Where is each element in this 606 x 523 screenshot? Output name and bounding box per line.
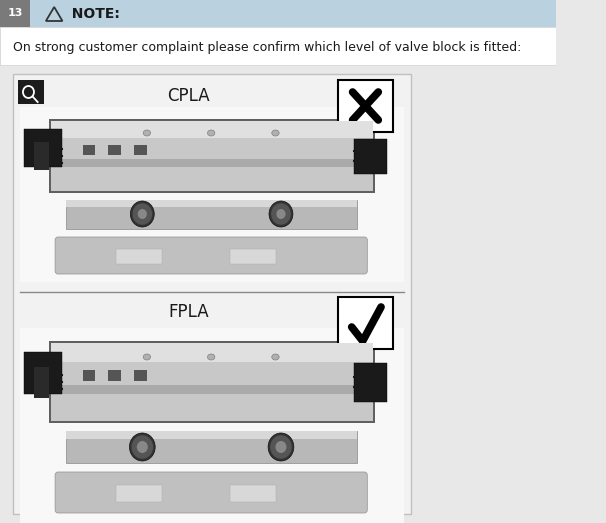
Bar xyxy=(108,370,121,381)
Bar xyxy=(134,370,147,381)
Circle shape xyxy=(268,433,294,461)
Bar xyxy=(116,249,162,264)
Ellipse shape xyxy=(271,354,279,360)
Bar xyxy=(134,145,147,155)
Bar xyxy=(52,385,371,394)
Ellipse shape xyxy=(143,354,150,360)
Circle shape xyxy=(132,435,153,459)
Bar xyxy=(24,129,62,167)
Bar xyxy=(50,121,373,191)
Bar xyxy=(230,249,276,264)
Circle shape xyxy=(138,209,147,219)
Bar xyxy=(34,142,48,170)
Bar xyxy=(20,328,404,523)
Bar xyxy=(50,343,373,362)
Bar xyxy=(353,139,387,174)
Bar xyxy=(48,119,375,193)
Bar xyxy=(50,343,373,421)
Circle shape xyxy=(130,201,155,227)
Bar xyxy=(34,367,48,398)
Bar xyxy=(24,352,62,394)
Bar xyxy=(50,121,373,138)
FancyBboxPatch shape xyxy=(0,27,556,65)
Bar xyxy=(116,485,162,502)
Circle shape xyxy=(130,433,155,461)
FancyBboxPatch shape xyxy=(30,0,556,27)
Bar xyxy=(66,200,357,207)
Circle shape xyxy=(276,441,287,453)
Bar xyxy=(338,80,393,132)
Ellipse shape xyxy=(207,130,215,136)
Bar xyxy=(66,200,357,229)
Circle shape xyxy=(271,203,291,225)
Text: FPLA: FPLA xyxy=(168,303,208,321)
Bar xyxy=(66,431,357,439)
Bar xyxy=(82,145,96,155)
Text: 13: 13 xyxy=(7,8,23,18)
Bar xyxy=(108,145,121,155)
Bar xyxy=(230,485,276,502)
Circle shape xyxy=(269,201,293,227)
Bar xyxy=(353,363,387,402)
Bar xyxy=(66,431,357,463)
Ellipse shape xyxy=(271,130,279,136)
Circle shape xyxy=(270,435,292,459)
Bar xyxy=(82,370,96,381)
Ellipse shape xyxy=(207,354,215,360)
Text: NOTE:: NOTE: xyxy=(62,7,121,21)
Circle shape xyxy=(276,209,285,219)
FancyBboxPatch shape xyxy=(0,0,30,27)
Bar xyxy=(20,107,404,282)
Text: CPLA: CPLA xyxy=(167,87,210,105)
FancyBboxPatch shape xyxy=(18,80,44,104)
Bar xyxy=(52,159,371,167)
FancyBboxPatch shape xyxy=(55,237,367,274)
Circle shape xyxy=(132,203,153,225)
FancyBboxPatch shape xyxy=(55,472,367,513)
Text: E166598: E166598 xyxy=(20,499,67,509)
Circle shape xyxy=(137,441,148,453)
Bar xyxy=(338,297,393,349)
FancyBboxPatch shape xyxy=(13,74,411,514)
Ellipse shape xyxy=(143,130,150,136)
Text: On strong customer complaint please confirm which level of valve block is fitted: On strong customer complaint please conf… xyxy=(13,40,521,53)
Bar xyxy=(48,341,375,423)
